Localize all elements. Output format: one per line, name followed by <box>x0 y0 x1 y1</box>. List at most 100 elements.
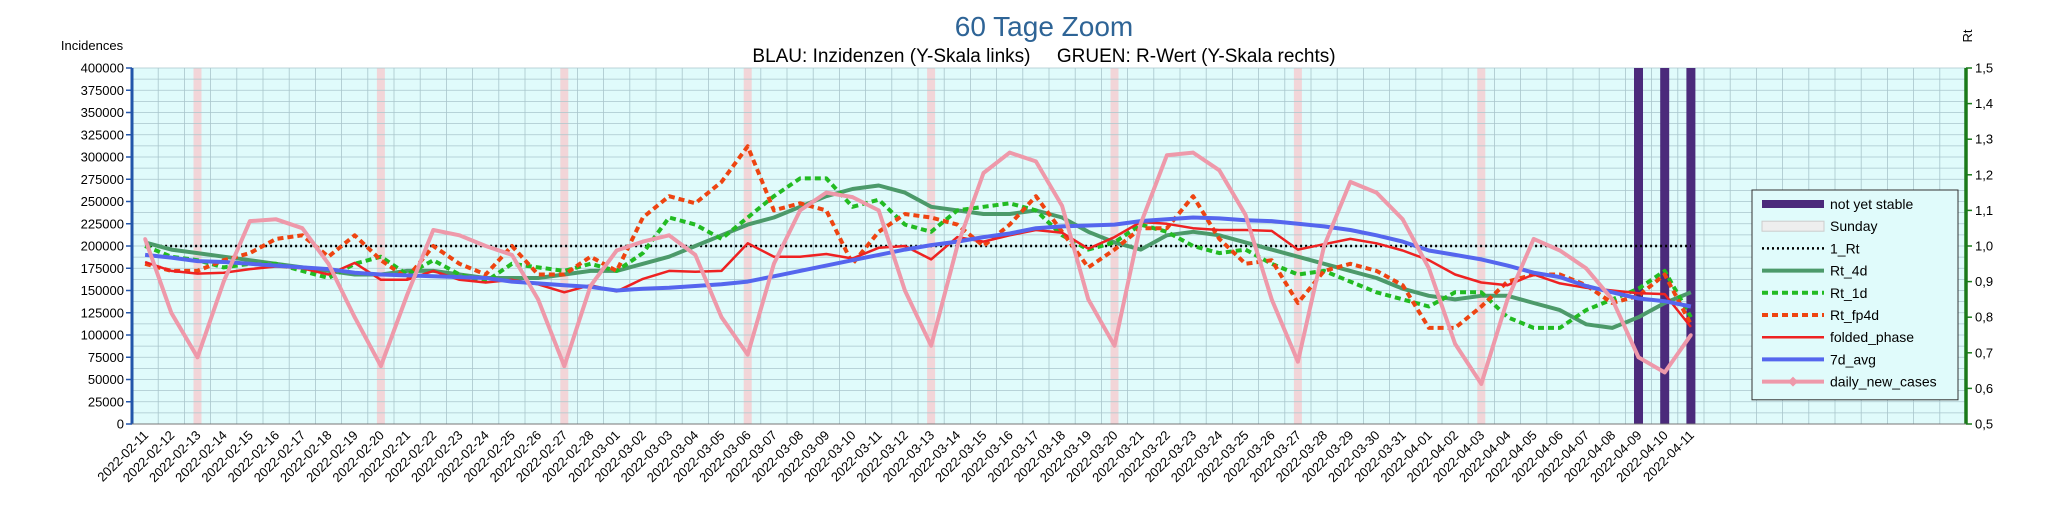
daily-new-cases-point <box>457 233 462 238</box>
daily-new-cases-point <box>641 239 645 244</box>
daily-new-cases-point <box>405 293 409 297</box>
legend-entry: daily_new_cases <box>1830 374 1937 390</box>
daily-new-cases-point <box>483 244 488 248</box>
daily-new-cases-point <box>929 343 933 348</box>
y-tick-label: 175000 <box>81 261 124 276</box>
not-yet-stable-bar <box>1634 68 1643 424</box>
daily-new-cases-point <box>1689 333 1693 337</box>
daily-new-cases-point <box>1007 150 1012 155</box>
y2-tick-label: 0,9 <box>1975 274 1993 289</box>
y-tick-labels: 0 25000 50000 75000 100000 125000 150000 175000… <box>81 61 132 432</box>
daily-new-cases-point <box>562 364 567 368</box>
daily-new-cases-point <box>1636 355 1641 360</box>
daily-new-cases-point <box>1296 359 1300 364</box>
daily-new-cases-point <box>1400 217 1405 222</box>
daily-new-cases-point <box>326 262 331 266</box>
daily-new-cases-point <box>1558 248 1562 253</box>
y-tick-label: 100000 <box>81 328 124 343</box>
daily-new-cases-point <box>248 219 252 223</box>
y2-tick-label: 1,2 <box>1975 167 1993 182</box>
chart-subtitle: BLAU: Inzidenzen (Y-Skala links) GRUEN: … <box>752 46 1335 67</box>
y-tick-label: 200000 <box>81 239 124 254</box>
daily-new-cases-point <box>1505 297 1510 302</box>
daily-new-cases-point <box>1269 297 1274 302</box>
daily-new-cases-point <box>300 226 305 230</box>
y2-tick-label: 0,6 <box>1975 381 1993 396</box>
y-tick-label: 350000 <box>81 105 124 120</box>
daily-new-cases-point <box>798 208 802 213</box>
y2-tick-label: 1,5 <box>1975 61 1993 76</box>
legend-swatch <box>1762 200 1824 208</box>
legend-entry: Sunday <box>1830 218 1877 234</box>
daily-new-cases-point <box>981 171 986 175</box>
daily-new-cases-point <box>195 355 200 360</box>
y-tick-label: 125000 <box>81 305 124 320</box>
daily-new-cases-point <box>379 364 383 368</box>
daily-new-cases-point <box>1243 213 1248 217</box>
legend: not yet stable Sunday 1_Rt Rt_4d Rt_1d Rt_fp4… <box>1751 189 1959 401</box>
daily-new-cases-point <box>745 352 750 357</box>
daily-new-cases-point <box>772 262 776 266</box>
y-tick-label: 150000 <box>81 283 124 298</box>
daily-new-cases-point <box>1191 150 1195 155</box>
daily-new-cases-point <box>1165 153 1169 158</box>
daily-new-cases-point <box>536 297 540 302</box>
y2-tick-label: 0,7 <box>1975 345 1993 360</box>
series-line-daily-new-cases <box>143 150 1693 386</box>
y2-tick-label: 0,8 <box>1975 310 1993 325</box>
series-line-folded-phase <box>144 220 1692 328</box>
daily-new-cases-point <box>352 315 357 320</box>
y2-tick-label: 1,0 <box>1975 239 1993 254</box>
daily-new-cases-point <box>510 253 514 257</box>
daily-new-cases-point <box>1138 221 1143 226</box>
y2-tick-labels: 0,5 0,6 0,7 0,8 0,9 1,0 1,1 1,2 1,3 1,4 1,5 <box>1966 61 1993 432</box>
daily-new-cases-point <box>693 253 698 257</box>
y-tick-label: 375000 <box>81 83 124 98</box>
daily-new-cases-point <box>1374 190 1379 195</box>
daily-new-cases-point <box>824 190 829 195</box>
daily-new-cases-point <box>1479 382 1484 386</box>
daily-new-cases-point <box>955 244 960 248</box>
daily-new-cases-point <box>1217 168 1222 173</box>
daily-new-cases-point <box>1112 343 1117 348</box>
daily-new-cases-point <box>1348 180 1353 184</box>
y-tick-label: 25000 <box>88 394 124 409</box>
daily-new-cases-point <box>1034 159 1038 164</box>
daily-new-cases-point <box>1427 266 1431 271</box>
y2-tick-label: 1,4 <box>1975 96 1993 111</box>
legend-entry: Rt_4d <box>1830 263 1867 279</box>
daily-new-cases-point <box>876 208 881 213</box>
y-tick-label: 400000 <box>81 61 124 76</box>
daily-new-cases-point <box>1531 237 1536 241</box>
legend-entry: folded_phase <box>1830 329 1914 345</box>
daily-new-cases-point <box>1584 266 1588 271</box>
daily-new-cases-point <box>1322 244 1326 248</box>
daily-new-cases-point <box>1662 370 1667 375</box>
chart-title: 60 Tage Zoom <box>955 11 1134 42</box>
y-tick-label: 225000 <box>81 216 124 231</box>
series-line-rt-1d <box>144 176 1693 330</box>
daily-new-cases-point <box>1060 204 1064 208</box>
y2-axis-label: Rt <box>1960 29 1975 42</box>
daily-new-cases-point <box>1086 297 1091 302</box>
legend-entry: 7d_avg <box>1830 351 1876 367</box>
y-tick-label: 275000 <box>81 172 124 187</box>
series-lines <box>143 144 1693 386</box>
y2-tick-label: 1,1 <box>1975 203 1993 218</box>
y-axis-label: Incidences <box>61 38 124 53</box>
y2-tick-label: 1,3 <box>1975 132 1993 147</box>
y-tick-label: 250000 <box>81 194 124 209</box>
daily-new-cases-point <box>667 233 671 238</box>
legend-entry: Rt_fp4d <box>1830 307 1879 323</box>
not-yet-stable-bar <box>1660 68 1670 424</box>
daily-new-cases-point <box>1610 297 1615 302</box>
legend-entry: not yet stable <box>1830 196 1913 212</box>
daily-new-cases-point <box>719 315 724 320</box>
legend-marker <box>1788 376 1798 387</box>
daily-new-cases-point <box>431 228 436 232</box>
daily-new-cases-point <box>588 284 593 288</box>
x-tick-labels: 2022-02-112022-02-122022-02-132022-02-14… <box>94 428 1697 486</box>
y-tick-label: 325000 <box>81 127 124 142</box>
y-tick-label: 300000 <box>81 150 124 165</box>
